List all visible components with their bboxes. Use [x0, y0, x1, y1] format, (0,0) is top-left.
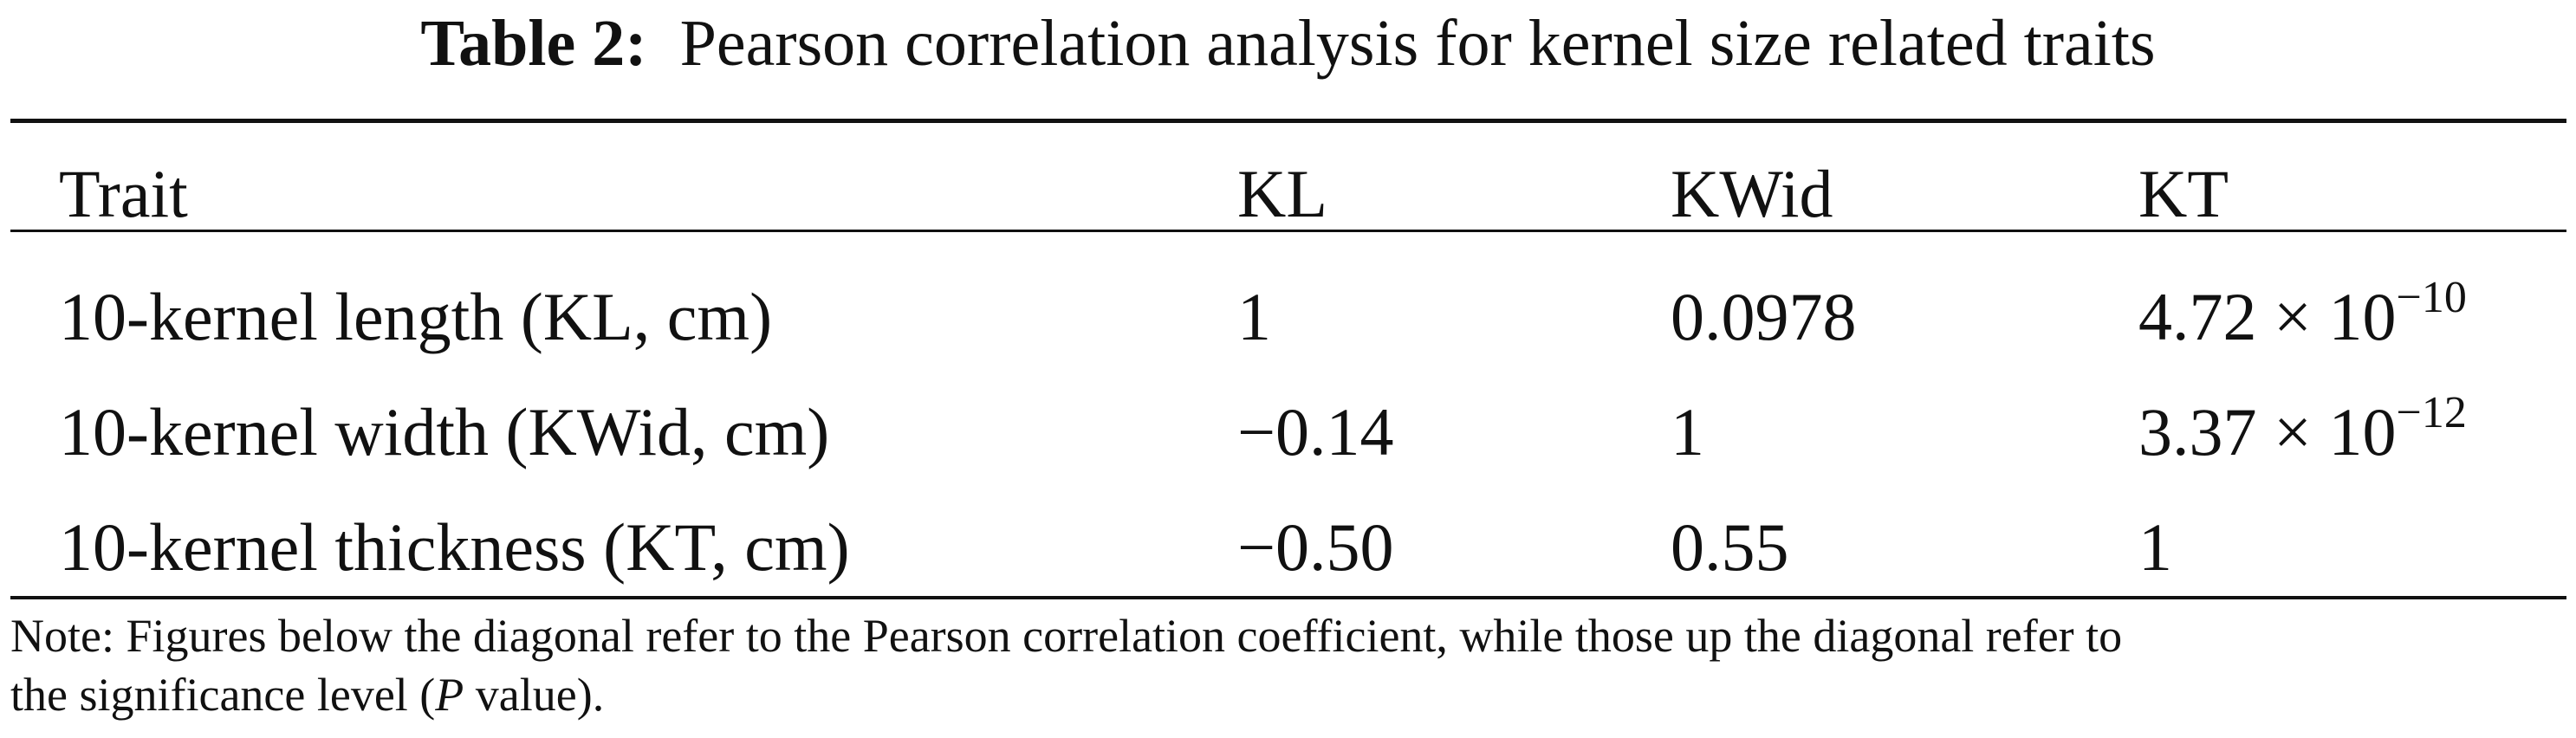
table-caption-label: Table 2: — [420, 7, 647, 80]
table-note-p-symbol: P — [435, 669, 464, 721]
row-1-kt-exponent: −10 — [2396, 273, 2467, 322]
table-caption: Table 2: Pearson correlation analysis fo… — [0, 0, 2576, 87]
row-2-kt-exponent: −12 — [2396, 388, 2467, 437]
table-note-line-2: the significance level (P value). — [10, 665, 2571, 724]
row-2-kt: 3.37 × 10−12 — [2138, 391, 2467, 472]
row-1-kl: 1 — [1237, 279, 1271, 354]
header-kl: KL — [1237, 156, 1327, 231]
row-3-kl: −0.50 — [1237, 509, 1394, 585]
header-kwid: KWid — [1671, 156, 1833, 231]
header-trait: Trait — [59, 156, 188, 231]
row-2-trait: 10-kernel width (KWid, cm) — [59, 394, 830, 469]
table-note-line-2-end: value). — [464, 669, 605, 721]
table-top-rule — [10, 119, 2566, 123]
row-3-kwid: 0.55 — [1671, 509, 1789, 585]
row-1-trait: 10-kernel length (KL, cm) — [59, 279, 773, 354]
row-3-kt: 1 — [2138, 509, 2172, 585]
header-kt: KT — [2138, 156, 2229, 231]
table-note-line-2-start: the significance level ( — [10, 669, 436, 721]
row-2-kwid: 1 — [1671, 394, 1704, 469]
table-bottom-rule — [10, 596, 2566, 599]
row-1-kt: 4.72 × 10−10 — [2138, 275, 2467, 357]
row-2-kt-base: 3.37 × 10 — [2138, 394, 2397, 469]
row-3-trait: 10-kernel thickness (KT, cm) — [59, 509, 850, 585]
table-caption-text: Pearson correlation analysis for kernel … — [679, 7, 2156, 80]
table-header-rule — [10, 230, 2566, 232]
row-2-kl: −0.14 — [1237, 394, 1394, 469]
table-note-line-1: Note: Figures below the diagonal refer t… — [10, 610, 2123, 662]
row-1-kwid: 0.0978 — [1671, 279, 1857, 354]
row-1-kt-base: 4.72 × 10 — [2138, 279, 2397, 354]
table-note: Note: Figures below the diagonal refer t… — [10, 606, 2571, 724]
